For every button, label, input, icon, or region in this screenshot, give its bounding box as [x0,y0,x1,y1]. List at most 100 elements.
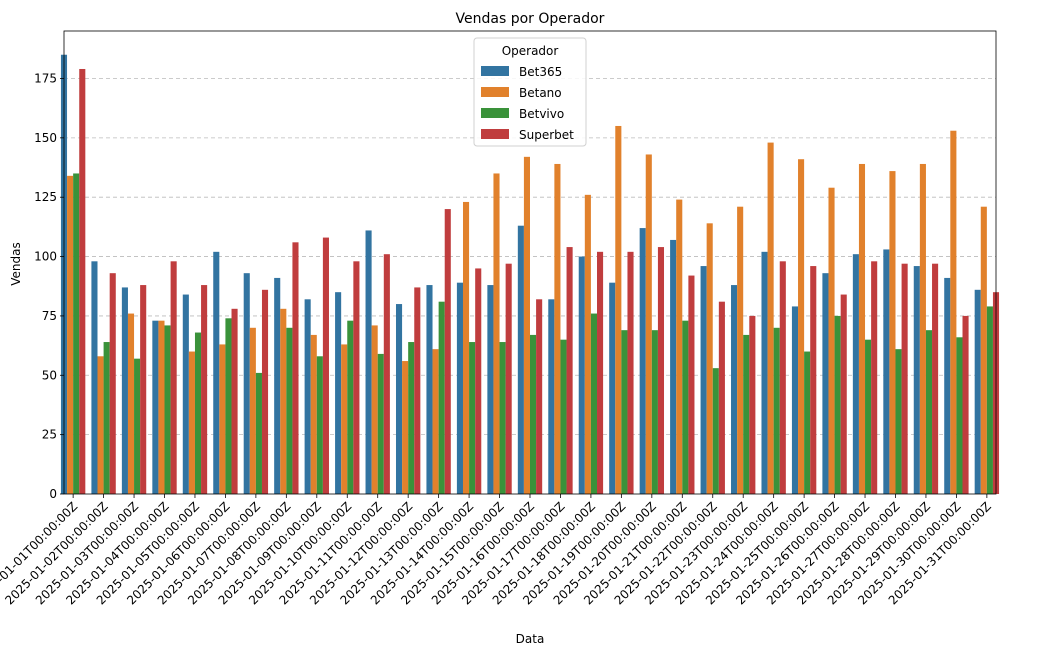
bar-bet365-15 [487,285,494,494]
bar-superbet-28 [901,263,908,494]
bar-betvivo-15 [499,342,506,494]
legend-swatch-superbet [481,129,509,139]
bar-superbet-4 [170,261,177,494]
bar-superbet-20 [657,247,665,494]
bar-betvivo-14 [469,342,476,494]
bar-betano-22 [706,223,713,494]
bar-bet365-13 [426,285,433,494]
bar-betano-28 [889,171,896,494]
bar-superbet-8 [292,242,299,494]
bar-bet365-2 [91,261,98,494]
bar-betano-12 [402,361,409,494]
bar-betano-7 [249,327,256,494]
bar-betano-26 [828,187,835,494]
bar-betvivo-21 [682,320,689,494]
legend-label-bet365: Bet365 [519,65,562,79]
bar-superbet-14 [475,268,482,494]
bar-betano-20 [645,154,652,494]
bar-superbet-5 [201,285,208,494]
bar-betvivo-12 [408,342,415,494]
bar-betvivo-3 [134,358,141,494]
bar-superbet-19 [627,251,634,494]
bar-bet365-12 [395,304,403,494]
bar-bet365-31 [974,289,981,494]
bar-betvivo-6 [225,318,232,494]
x-tick-labels: 2025-01-01T00:00:00Z2025-01-02T00:00:00Z… [0,499,994,607]
bar-superbet-7 [261,289,269,494]
bar-betano-25 [798,159,805,494]
bar-superbet-17 [566,247,573,494]
axes [60,30,997,498]
legend-swatch-bet365 [481,66,509,76]
bar-betvivo-22 [712,368,719,494]
bar-betvivo-27 [865,339,872,494]
bar-betano-30 [950,130,957,494]
bar-bet365-11 [365,230,372,494]
bar-bet365-17 [548,299,555,494]
bars [60,54,1000,495]
bar-betvivo-30 [956,337,963,494]
bar-bet365-21 [670,239,677,494]
bar-betano-29 [919,163,926,494]
bar-bet365-26 [822,273,829,494]
bar-betano-11 [371,325,378,494]
bar-superbet-10 [353,261,360,494]
bar-betano-13 [432,349,439,494]
legend-label-betano: Betano [519,86,562,100]
bar-betano-31 [980,206,987,494]
bar-betvivo-26 [834,315,841,494]
bar-bet365-9 [304,299,311,494]
bar-bet365-8 [274,277,281,494]
bar-betano-21 [676,199,683,494]
chart-title: Vendas por Operador [456,11,605,27]
bar-bet365-16 [517,225,524,494]
y-tick-label: 100 [34,250,57,264]
bar-betano-17 [554,163,561,494]
bar-superbet-23 [749,315,756,494]
bar-superbet-6 [231,308,238,494]
y-tick-label: 75 [42,309,57,323]
bar-bet365-30 [944,277,951,494]
bar-betano-8 [280,308,287,494]
y-tick-labels: 0 25 50 75 100 125 150 175 [34,71,57,501]
bar-bet365-18 [578,256,585,494]
bar-betvivo-4 [164,325,171,494]
y-tick-label: 0 [49,487,57,501]
legend-swatch-betano [481,87,509,97]
bar-bet365-14 [456,282,463,494]
bar-betvivo-28 [895,349,902,494]
bar-superbet-25 [810,266,817,494]
bar-superbet-1 [79,68,86,495]
bar-bet365-10 [335,292,342,494]
bar-bet365-4 [152,320,159,494]
bar-bet365-19 [609,282,616,494]
bar-betvivo-5 [194,332,202,494]
bar-betvivo-24 [773,327,780,494]
bar-betano-15 [493,173,500,494]
y-tick-label: 50 [42,368,57,382]
bar-betano-24 [767,142,774,494]
bar-bet365-7 [243,273,250,494]
bar-bet365-5 [182,294,189,494]
y-tick-label: 175 [34,71,57,85]
bar-bet365-6 [213,251,220,494]
bar-betvivo-29 [925,330,933,494]
bar-bet365-29 [913,266,920,494]
bar-superbet-13 [444,209,451,494]
bar-betano-16 [523,156,530,494]
legend-label-betvivo: Betvivo [519,107,564,121]
bar-betvivo-1 [73,173,80,494]
bar-superbet-12 [414,287,421,494]
bar-bet365-20 [639,228,646,494]
bar-superbet-15 [505,263,512,494]
bar-superbet-26 [840,294,847,494]
bar-betvivo-10 [347,320,354,494]
bar-betano-9 [310,334,317,494]
bar-superbet-9 [322,237,329,494]
bar-superbet-27 [871,261,878,494]
bar-betvivo-23 [743,334,750,494]
bar-betano-1 [67,175,74,494]
bar-betano-10 [341,344,348,494]
bar-betvivo-16 [530,334,537,494]
